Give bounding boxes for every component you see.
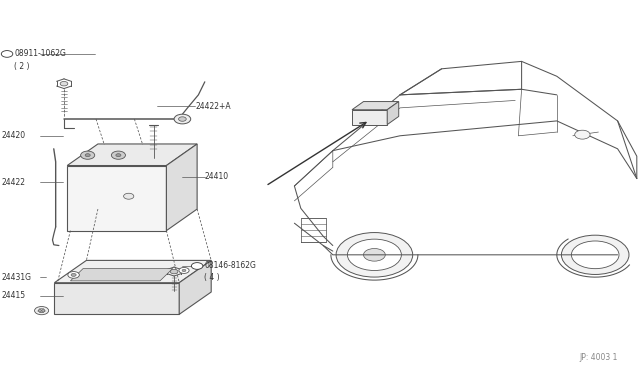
Circle shape <box>1 51 13 57</box>
Text: B: B <box>195 263 199 269</box>
Text: N: N <box>4 51 10 57</box>
Circle shape <box>85 154 90 157</box>
Circle shape <box>182 269 186 272</box>
Circle shape <box>572 241 619 269</box>
Circle shape <box>81 151 95 159</box>
Circle shape <box>71 273 76 276</box>
Polygon shape <box>352 102 399 110</box>
Text: 24422: 24422 <box>2 178 26 187</box>
Text: 08146-8162G: 08146-8162G <box>204 262 256 270</box>
Text: JP: 4003 1: JP: 4003 1 <box>579 353 618 362</box>
Circle shape <box>68 272 79 278</box>
Text: 24422+A: 24422+A <box>195 102 231 110</box>
Circle shape <box>35 307 49 315</box>
Text: 08911-1062G: 08911-1062G <box>14 49 66 58</box>
Circle shape <box>348 239 401 270</box>
Polygon shape <box>54 283 179 314</box>
Text: 24410: 24410 <box>205 172 229 181</box>
Circle shape <box>364 248 385 261</box>
Circle shape <box>38 309 45 312</box>
Circle shape <box>561 235 629 275</box>
Polygon shape <box>67 166 166 231</box>
Text: ( 4 ): ( 4 ) <box>204 273 220 282</box>
Circle shape <box>179 117 186 121</box>
Polygon shape <box>352 110 387 125</box>
Text: 24420: 24420 <box>2 131 26 140</box>
Text: 24431G: 24431G <box>2 273 32 282</box>
Circle shape <box>174 114 191 124</box>
Text: 24415: 24415 <box>2 291 26 300</box>
Polygon shape <box>166 144 197 231</box>
Circle shape <box>111 151 125 159</box>
Circle shape <box>336 232 413 277</box>
Polygon shape <box>67 144 197 166</box>
Polygon shape <box>70 269 173 281</box>
Circle shape <box>191 263 203 269</box>
Circle shape <box>179 267 189 273</box>
Polygon shape <box>54 260 211 283</box>
Polygon shape <box>179 260 211 314</box>
Circle shape <box>575 130 590 139</box>
Circle shape <box>116 154 121 157</box>
Circle shape <box>170 269 178 274</box>
Circle shape <box>60 81 68 86</box>
Circle shape <box>124 193 134 199</box>
Text: ( 2 ): ( 2 ) <box>14 62 29 71</box>
Polygon shape <box>387 102 399 125</box>
